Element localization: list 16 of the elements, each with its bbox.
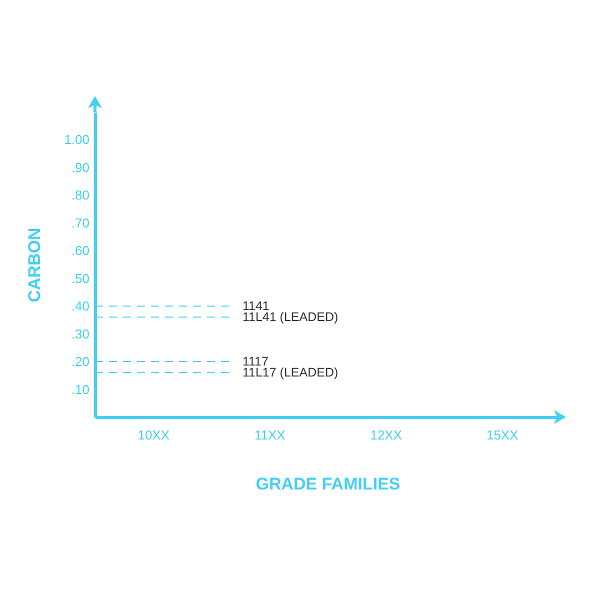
y-tick-label: .90 — [71, 160, 90, 175]
y-tick-label: .80 — [71, 188, 90, 203]
x-tick-label: 10XX — [138, 428, 170, 442]
x-axis-title: GRADE FAMILIES — [256, 474, 400, 494]
y-tick-label: .50 — [71, 270, 90, 286]
y-tick-label: .60 — [71, 243, 90, 258]
y-tick-label: .30 — [71, 326, 90, 342]
y-tick-label: 1.00 — [64, 132, 90, 148]
y-axis-title: CARBON — [25, 228, 44, 302]
y-tick-label: .40 — [71, 298, 90, 314]
y-tick-label: .20 — [71, 354, 90, 370]
x-tick-label: 15XX — [486, 428, 519, 442]
y-tick-label: .10 — [71, 382, 90, 397]
x-tick-label: 11XX — [254, 428, 286, 442]
y-tick-label: .70 — [71, 215, 90, 230]
x-tick-label: 12XX — [370, 428, 402, 442]
